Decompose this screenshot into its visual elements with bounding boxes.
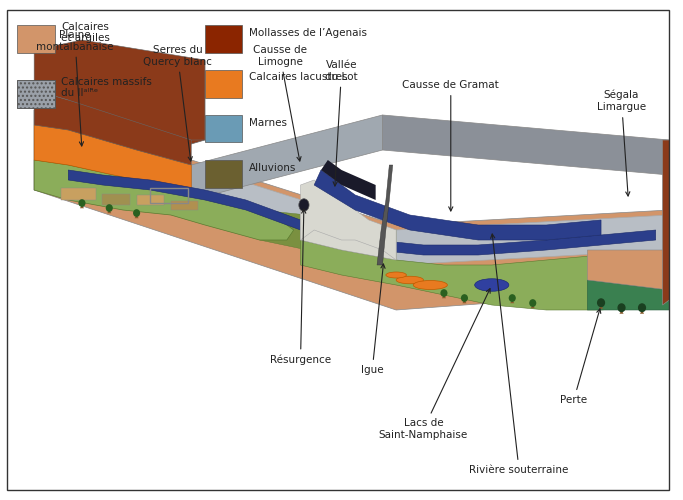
- Text: Alluvions: Alluvions: [249, 162, 296, 172]
- Ellipse shape: [597, 298, 605, 307]
- Ellipse shape: [461, 294, 468, 302]
- FancyBboxPatch shape: [205, 25, 242, 52]
- Text: Serres du
Quercy blanc: Serres du Quercy blanc: [143, 45, 212, 161]
- Text: Igue: Igue: [361, 264, 385, 375]
- Polygon shape: [640, 310, 644, 314]
- Polygon shape: [301, 240, 669, 310]
- FancyBboxPatch shape: [205, 160, 242, 188]
- Polygon shape: [314, 170, 601, 240]
- Polygon shape: [382, 115, 669, 175]
- Polygon shape: [34, 110, 669, 310]
- Ellipse shape: [413, 280, 447, 289]
- Polygon shape: [619, 310, 624, 314]
- Text: Perte: Perte: [560, 309, 601, 405]
- Polygon shape: [462, 300, 466, 303]
- Text: Plaine
montalbanaise: Plaine montalbanaise: [36, 30, 114, 146]
- Polygon shape: [34, 160, 294, 240]
- Text: Calcaires massifs
du IIᵃᴵᴿᵉ: Calcaires massifs du IIᵃᴵᴿᵉ: [61, 76, 152, 98]
- Text: Causse de Gramat: Causse de Gramat: [402, 80, 499, 211]
- Polygon shape: [442, 295, 446, 298]
- Polygon shape: [34, 90, 191, 165]
- Text: Causse de
Limogne: Causse de Limogne: [253, 45, 307, 161]
- Text: Marnes: Marnes: [249, 118, 288, 128]
- Polygon shape: [301, 180, 396, 260]
- Ellipse shape: [298, 198, 309, 211]
- Polygon shape: [34, 40, 205, 140]
- Ellipse shape: [386, 272, 406, 278]
- Polygon shape: [135, 215, 139, 218]
- FancyBboxPatch shape: [102, 194, 130, 205]
- Polygon shape: [599, 305, 603, 308]
- Ellipse shape: [79, 199, 85, 207]
- FancyBboxPatch shape: [17, 25, 55, 52]
- Text: Lacs de
Saint-Namphaise: Lacs de Saint-Namphaise: [379, 288, 490, 440]
- Polygon shape: [107, 210, 111, 213]
- Text: Calcaires
et argiles: Calcaires et argiles: [61, 22, 111, 44]
- Ellipse shape: [133, 209, 140, 217]
- Text: Calcaires lacustres: Calcaires lacustres: [249, 72, 348, 83]
- Ellipse shape: [441, 289, 447, 297]
- Polygon shape: [191, 115, 382, 200]
- Polygon shape: [80, 205, 84, 208]
- Polygon shape: [68, 170, 656, 255]
- Polygon shape: [260, 210, 396, 265]
- Text: Vallée
du Lot: Vallée du Lot: [325, 60, 358, 186]
- Polygon shape: [191, 165, 669, 265]
- FancyBboxPatch shape: [17, 80, 55, 108]
- FancyBboxPatch shape: [137, 195, 164, 205]
- FancyBboxPatch shape: [205, 115, 242, 142]
- Ellipse shape: [106, 204, 113, 212]
- Polygon shape: [34, 125, 191, 190]
- Polygon shape: [377, 165, 393, 265]
- Ellipse shape: [475, 279, 509, 291]
- Text: Mollasses de l’Agenais: Mollasses de l’Agenais: [249, 28, 367, 38]
- Polygon shape: [321, 160, 376, 200]
- Ellipse shape: [617, 303, 626, 312]
- Polygon shape: [510, 300, 514, 303]
- Ellipse shape: [396, 276, 423, 284]
- Text: Ségala
Limargue: Ségala Limargue: [597, 90, 646, 196]
- Ellipse shape: [529, 299, 536, 307]
- Polygon shape: [663, 140, 669, 305]
- Text: Résurgence: Résurgence: [270, 209, 331, 365]
- FancyBboxPatch shape: [205, 70, 242, 98]
- Text: Rivière souterraine: Rivière souterraine: [469, 234, 569, 475]
- FancyBboxPatch shape: [171, 201, 198, 210]
- Ellipse shape: [509, 294, 516, 302]
- FancyBboxPatch shape: [61, 188, 96, 200]
- Polygon shape: [587, 250, 669, 290]
- Polygon shape: [301, 210, 396, 260]
- Ellipse shape: [638, 303, 646, 312]
- Polygon shape: [531, 305, 535, 308]
- Polygon shape: [34, 60, 205, 190]
- Polygon shape: [587, 280, 669, 310]
